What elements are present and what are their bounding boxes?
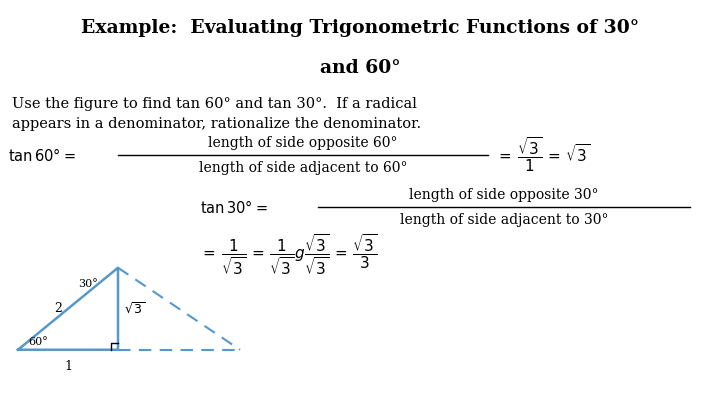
- Text: length of side opposite 30°: length of side opposite 30°: [409, 188, 599, 202]
- Text: $=\,\dfrac{1}{\sqrt{3}}\,=\,\dfrac{1}{\sqrt{3}}\mathit{g}\dfrac{\sqrt{3}}{\sqrt{: $=\,\dfrac{1}{\sqrt{3}}\,=\,\dfrac{1}{\s…: [200, 233, 377, 277]
- Text: Copyright © 2014, 2010, 2007 Pearson Education, Inc.: Copyright © 2014, 2010, 2007 Pearson Edu…: [230, 382, 490, 391]
- Text: 30°: 30°: [78, 279, 98, 289]
- Text: appears in a denominator, rationalize the denominator.: appears in a denominator, rationalize th…: [12, 117, 421, 131]
- Text: $\sqrt{3}$: $\sqrt{3}$: [124, 301, 145, 316]
- Text: $\mathrm{tan\,60°} =$: $\mathrm{tan\,60°} =$: [8, 147, 76, 164]
- Text: Example:  Evaluating Trigonometric Functions of 30°: Example: Evaluating Trigonometric Functi…: [81, 19, 639, 37]
- Text: 1: 1: [64, 360, 72, 373]
- Text: 2: 2: [54, 302, 62, 315]
- Text: length of side adjacent to 60°: length of side adjacent to 60°: [199, 161, 408, 175]
- Text: length of side adjacent to 30°: length of side adjacent to 30°: [400, 213, 608, 227]
- Text: ALWAYS LEARNING: ALWAYS LEARNING: [18, 382, 109, 391]
- Text: 42: 42: [695, 380, 711, 393]
- Text: 60°: 60°: [28, 337, 48, 347]
- Text: Use the figure to find tan 60° and tan 30°.  If a radical: Use the figure to find tan 60° and tan 3…: [12, 97, 417, 111]
- Text: $=\,\dfrac{\sqrt{3}}{1}\,=\,\sqrt{3}$: $=\,\dfrac{\sqrt{3}}{1}\,=\,\sqrt{3}$: [496, 136, 590, 175]
- Text: PEARSON: PEARSON: [601, 380, 668, 393]
- Text: $\mathrm{tan\,30°} =$: $\mathrm{tan\,30°} =$: [200, 198, 268, 215]
- Text: length of side opposite 60°: length of side opposite 60°: [208, 136, 397, 150]
- Text: and 60°: and 60°: [320, 59, 400, 77]
